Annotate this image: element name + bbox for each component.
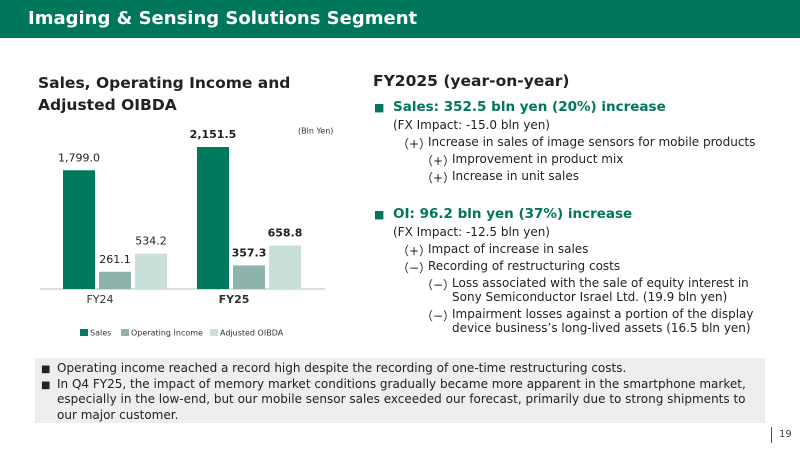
chart-title: Sales, Operating Income and Adjusted OIB…	[38, 74, 291, 114]
unit-label: (Bln Yen)	[298, 127, 333, 136]
section-heading: Sales: 352.5 bln yen (20%) increase	[393, 99, 666, 115]
item-text: Increase in unit sales	[452, 168, 579, 183]
summary-title: FY2025 (year-on-year)	[373, 72, 570, 90]
legend-swatch	[80, 329, 88, 336]
bullet: ■	[374, 101, 385, 114]
bar	[197, 147, 229, 289]
item-marker: （+）	[421, 170, 456, 185]
item-text: device business’s long-lived assets (16.…	[452, 321, 751, 336]
item-marker: （−）	[397, 260, 432, 275]
item-text: Impairment losses against a portion of t…	[452, 306, 754, 321]
item-text: Improvement in product mix	[452, 151, 624, 166]
note-text: In Q4 FY25, the impact of memory market …	[57, 376, 746, 422]
section-heading: OI: 96.2 bln yen (37%) increase	[393, 206, 633, 222]
bar	[99, 271, 131, 289]
item-text: Loss associated with the sale of equity …	[452, 275, 749, 290]
fx-impact: (FX Impact: -12.5 bln yen)	[393, 225, 550, 239]
note: ■ Operating income reached a record high …	[35, 361, 747, 377]
item-text: Impact of increase in sales	[428, 242, 589, 256]
header-bar	[0, 0, 800, 38]
value-label: 2,151.5	[190, 128, 237, 141]
slide-title: Imaging & Sensing Solutions Segment	[28, 8, 418, 29]
bullet: ■	[374, 208, 385, 221]
item-marker: （−）	[421, 308, 456, 323]
legend-label: Adjusted OIBDA	[220, 329, 284, 338]
note: ■ In Q4 FY25, the impact of memory market…	[35, 377, 747, 424]
value-label: 534.2	[135, 235, 167, 248]
item-marker: （+）	[397, 137, 432, 151]
note-text: Operating income reached a record high d…	[57, 361, 627, 375]
note-bullet: ■	[41, 379, 51, 391]
legend-swatch	[121, 329, 129, 336]
note-bullet: ■	[41, 364, 51, 375]
fx-impact: (FX Impact: -15.0 bln yen)	[393, 118, 550, 132]
legend-label: Sales	[90, 329, 111, 338]
legend-label: Operating Income	[131, 329, 203, 338]
item-marker: （+）	[421, 153, 456, 168]
value-label: 1,799.0	[58, 151, 100, 164]
x-tick-label: FY25	[219, 293, 250, 306]
bar	[269, 245, 301, 289]
notes-list: ■ Operating income reached a record high …	[35, 358, 765, 423]
item-marker: （−）	[421, 277, 456, 292]
value-label: 261.1	[99, 253, 131, 266]
page-divider	[771, 427, 772, 443]
item-text: Sony Semiconductor Israel Ltd. (19.9 bln…	[452, 290, 728, 305]
bar	[233, 265, 265, 289]
notes-box: ■ Operating income reached a record high …	[35, 358, 765, 423]
value-label: 658.8	[268, 227, 303, 240]
x-tick-label: FY24	[86, 293, 113, 306]
legend-swatch	[210, 329, 218, 336]
bar	[135, 253, 167, 289]
item-text: Recording of restructuring costs	[428, 258, 621, 273]
item-text: Increase in sales of image sensors for m…	[428, 135, 756, 149]
value-label: 357.3	[232, 246, 267, 259]
page-number: 19	[779, 429, 792, 440]
item-marker: （+）	[397, 244, 432, 258]
bar	[63, 170, 95, 289]
